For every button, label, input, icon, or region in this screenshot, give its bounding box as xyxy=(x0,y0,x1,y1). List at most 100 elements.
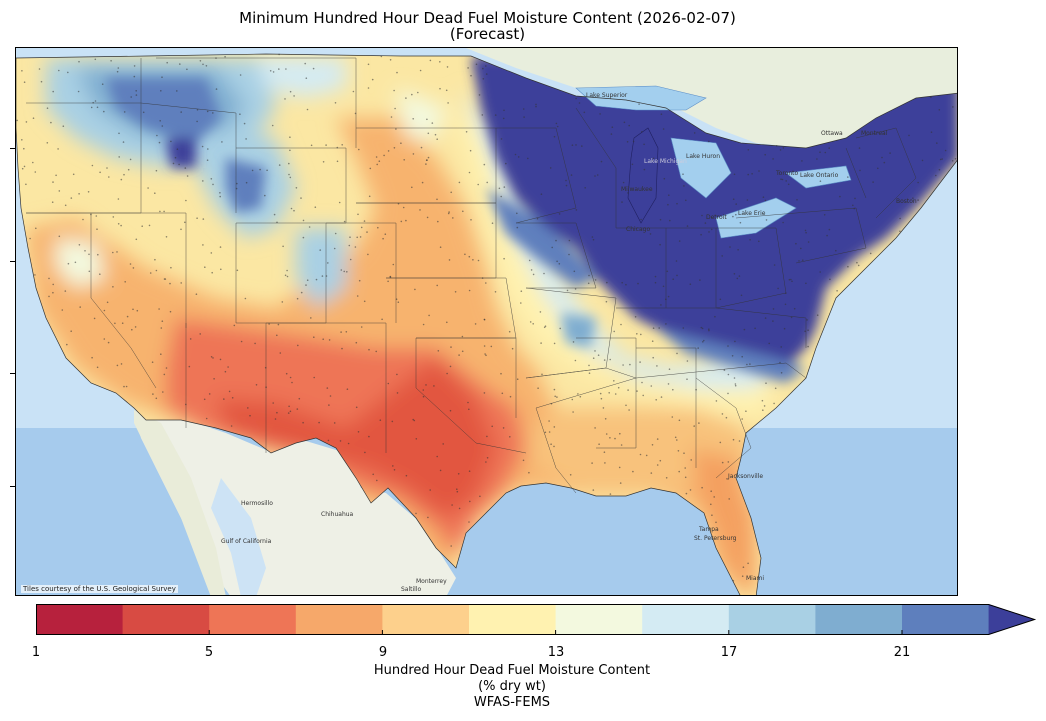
station-marker xyxy=(327,262,329,264)
station-marker xyxy=(540,342,542,344)
station-marker xyxy=(823,214,826,216)
station-marker xyxy=(21,139,23,141)
colorbar-cell xyxy=(642,604,730,635)
station-marker xyxy=(575,97,577,100)
station-marker xyxy=(656,438,659,440)
station-marker xyxy=(599,392,602,395)
station-marker xyxy=(120,178,123,181)
station-marker xyxy=(202,244,204,246)
station-marker xyxy=(288,162,290,165)
station-marker xyxy=(52,181,54,183)
station-marker xyxy=(180,228,182,231)
station-marker xyxy=(516,378,519,381)
station-marker xyxy=(609,358,611,361)
colorbar-tick-label: 1 xyxy=(31,645,41,660)
station-marker xyxy=(490,345,493,348)
station-marker xyxy=(160,327,163,329)
station-marker xyxy=(289,410,292,413)
station-marker xyxy=(103,309,106,312)
station-marker xyxy=(609,493,612,495)
station-marker xyxy=(728,498,730,500)
station-marker xyxy=(629,363,631,366)
station-marker xyxy=(505,162,507,165)
colorbar-cell xyxy=(555,604,643,635)
station-marker xyxy=(264,194,266,197)
station-marker xyxy=(379,419,382,422)
station-marker xyxy=(165,367,168,369)
station-marker xyxy=(605,433,608,435)
station-marker xyxy=(668,194,670,196)
station-marker xyxy=(212,112,214,114)
station-marker xyxy=(64,204,67,207)
station-marker xyxy=(729,246,731,248)
station-marker xyxy=(126,315,129,318)
station-marker xyxy=(667,383,670,385)
station-marker xyxy=(686,225,689,227)
station-marker xyxy=(912,197,914,199)
station-marker xyxy=(469,500,471,503)
station-marker xyxy=(254,342,256,345)
station-marker xyxy=(90,106,93,109)
station-marker xyxy=(550,443,552,446)
station-marker xyxy=(686,378,688,381)
station-marker xyxy=(112,216,115,218)
station-marker xyxy=(699,279,701,281)
station-marker xyxy=(502,117,505,120)
station-marker xyxy=(917,181,919,184)
station-marker xyxy=(457,473,460,475)
station-marker xyxy=(609,437,611,439)
city-label-saltillo: Saltillo xyxy=(401,586,422,593)
station-marker xyxy=(710,490,712,493)
station-marker xyxy=(660,113,663,115)
station-marker xyxy=(321,275,324,277)
colorbar-tick-label: 5 xyxy=(204,645,214,660)
station-marker xyxy=(287,412,290,414)
station-marker xyxy=(72,173,75,176)
station-marker xyxy=(553,426,556,428)
station-marker xyxy=(427,132,430,135)
station-marker xyxy=(154,258,156,261)
station-marker xyxy=(219,246,222,248)
station-marker xyxy=(411,186,413,189)
station-marker xyxy=(627,192,629,194)
station-marker xyxy=(23,165,26,168)
station-marker xyxy=(908,134,910,137)
station-marker xyxy=(318,421,320,424)
station-marker xyxy=(555,122,558,125)
station-marker xyxy=(233,324,236,327)
station-marker xyxy=(96,228,98,230)
station-marker xyxy=(224,55,226,58)
station-marker xyxy=(469,149,472,152)
station-marker xyxy=(591,236,594,238)
station-marker xyxy=(382,237,384,240)
station-marker xyxy=(470,219,472,221)
station-marker xyxy=(634,316,637,318)
station-marker xyxy=(640,333,642,336)
station-marker xyxy=(773,402,775,405)
station-marker xyxy=(349,258,352,261)
station-marker xyxy=(482,78,485,80)
station-marker xyxy=(314,206,317,208)
station-marker xyxy=(77,90,80,93)
station-marker xyxy=(847,176,849,178)
station-marker xyxy=(420,146,423,149)
station-marker xyxy=(132,308,134,311)
city-label-ottawa: Ottawa xyxy=(821,130,843,137)
station-marker xyxy=(91,164,94,167)
station-marker xyxy=(754,327,756,330)
station-marker xyxy=(604,462,606,464)
station-marker xyxy=(21,70,23,72)
station-marker xyxy=(741,355,743,358)
station-marker xyxy=(151,361,154,364)
station-marker xyxy=(793,307,796,310)
station-marker xyxy=(170,140,172,143)
station-marker xyxy=(731,355,734,357)
city-label-tampa: Tampa xyxy=(699,526,719,533)
station-marker xyxy=(781,178,784,181)
station-marker xyxy=(930,131,933,133)
station-marker xyxy=(308,226,311,228)
station-marker xyxy=(477,183,480,186)
station-marker xyxy=(35,227,37,230)
station-marker xyxy=(764,199,767,202)
station-marker xyxy=(34,274,36,276)
